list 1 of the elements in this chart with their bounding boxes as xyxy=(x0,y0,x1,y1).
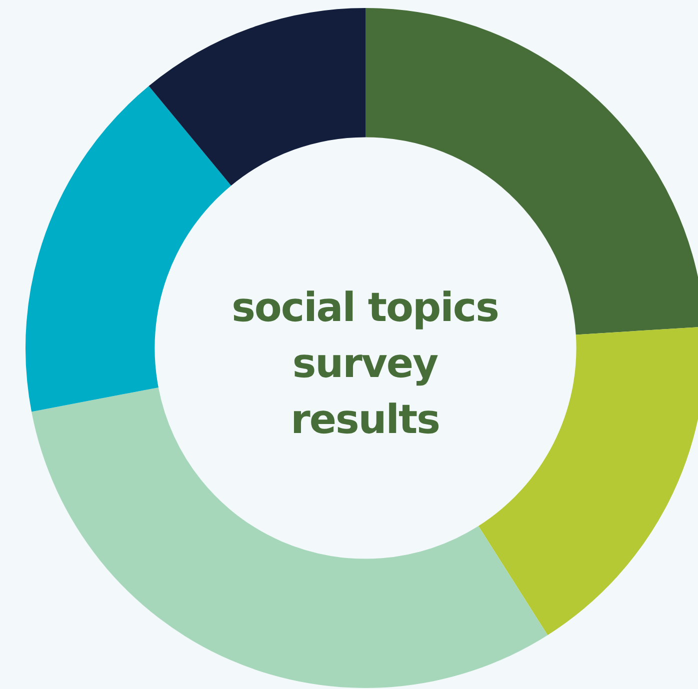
text: social topics survey results xyxy=(230,284,500,445)
